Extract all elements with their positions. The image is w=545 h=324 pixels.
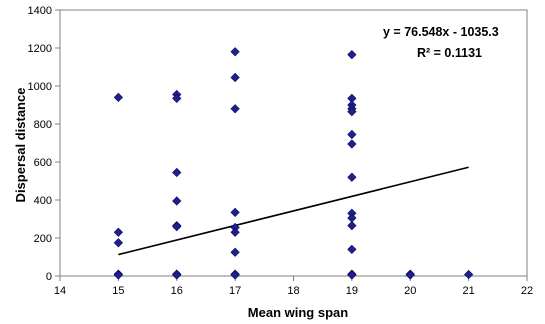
x-tick-label: 18 <box>287 285 299 297</box>
x-tick-label: 16 <box>171 285 183 297</box>
data-point <box>113 238 123 248</box>
data-point <box>230 104 240 114</box>
x-tick-label: 21 <box>463 285 475 297</box>
data-point <box>405 270 415 280</box>
x-tick-label: 22 <box>521 285 533 297</box>
data-point <box>172 196 182 206</box>
data-point <box>113 270 123 280</box>
trendline-r2: R² = 0.1131 <box>417 46 482 60</box>
y-tick-label: 0 <box>46 271 52 283</box>
x-tick-label: 14 <box>54 285 66 297</box>
data-point <box>172 93 182 103</box>
y-tick-label: 200 <box>34 233 52 245</box>
x-tick-label: 19 <box>346 285 358 297</box>
data-point <box>172 167 182 178</box>
y-tick-label: 600 <box>34 157 52 169</box>
x-tick-label: 15 <box>112 285 124 297</box>
data-point <box>347 129 357 140</box>
data-point <box>347 172 357 182</box>
x-tick-label: 20 <box>404 285 416 297</box>
data-point <box>113 92 123 103</box>
data-point <box>113 227 123 237</box>
x-tick-label: 17 <box>229 285 241 297</box>
trendline <box>118 166 469 256</box>
y-tick-label: 800 <box>34 119 52 131</box>
data-point <box>347 139 357 149</box>
data-points <box>113 47 474 280</box>
data-point <box>230 270 240 280</box>
plot-border <box>59 9 528 277</box>
data-point <box>347 270 357 280</box>
x-axis-title: Mean wing span <box>248 305 348 320</box>
data-point <box>347 107 357 117</box>
trendline-group <box>118 166 469 256</box>
data-point <box>230 227 240 237</box>
y-axis-title: Dispersal distance <box>13 88 28 203</box>
data-point <box>230 72 240 83</box>
y-tick-label: 400 <box>34 195 52 207</box>
trendline-equation: y = 76.548x - 1035.3 <box>383 25 499 39</box>
data-point <box>172 221 182 232</box>
data-point <box>230 247 240 257</box>
plot-area <box>59 9 528 277</box>
data-point <box>347 244 357 255</box>
x-axis-ticks: 14 15 16 17 18 19 20 21 22 <box>54 276 533 297</box>
y-tick-label: 1000 <box>28 81 52 93</box>
y-tick-label: 1200 <box>28 43 52 55</box>
y-axis-ticks: 0 200 400 600 800 1000 1200 1400 <box>28 5 60 283</box>
y-tick-label: 1400 <box>28 5 52 17</box>
data-point <box>464 269 474 280</box>
data-point <box>230 47 240 57</box>
data-point <box>230 207 240 217</box>
data-point <box>347 221 357 231</box>
data-point <box>172 270 182 280</box>
data-point <box>347 50 357 60</box>
